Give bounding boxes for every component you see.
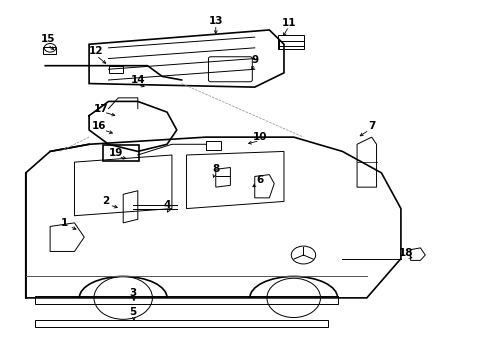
Text: 13: 13 xyxy=(209,16,223,26)
Text: 6: 6 xyxy=(256,175,263,185)
Text: 16: 16 xyxy=(92,121,106,131)
Text: 1: 1 xyxy=(61,218,68,228)
Text: 19: 19 xyxy=(109,148,123,158)
Text: 15: 15 xyxy=(40,34,55,44)
Text: 5: 5 xyxy=(129,307,137,317)
Text: 18: 18 xyxy=(398,248,413,258)
Text: 4: 4 xyxy=(163,200,171,210)
Text: 11: 11 xyxy=(282,18,296,28)
Text: 10: 10 xyxy=(252,132,267,142)
Text: 14: 14 xyxy=(130,75,145,85)
Text: 8: 8 xyxy=(212,164,220,174)
Text: 3: 3 xyxy=(129,288,137,297)
Text: 7: 7 xyxy=(368,121,375,131)
Text: 12: 12 xyxy=(89,46,104,57)
Text: 2: 2 xyxy=(102,197,110,206)
Text: 9: 9 xyxy=(251,55,258,65)
Text: 17: 17 xyxy=(94,104,109,113)
